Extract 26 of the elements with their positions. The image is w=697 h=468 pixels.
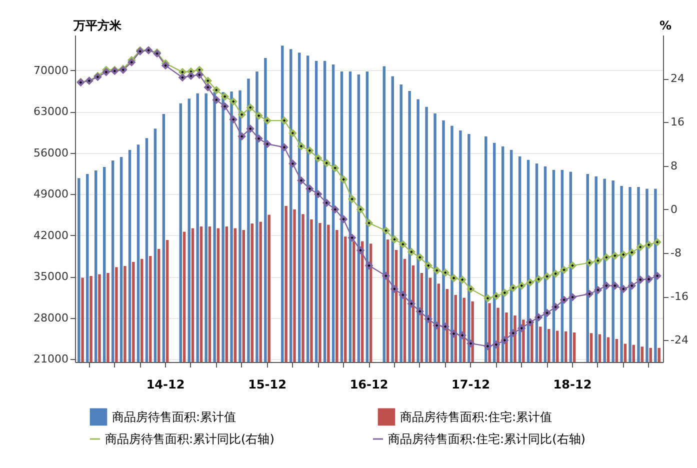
y2-axis-title: % [659,18,672,32]
legend-label: 商品房待售面积:累计值 [112,410,236,424]
y2-tick-label: -24 [670,334,688,347]
legend-label: 商品房待售面积:住宅:累计同比(右轴) [388,432,586,446]
y-tick-label: 70000 [34,64,68,77]
y-tick-label: 21000 [34,352,68,366]
legend-label: 商品房待售面积:住宅:累计值 [400,410,552,424]
legend-label: 商品房待售面积:累计同比(右轴) [105,432,274,446]
y-tick-label: 35000 [34,270,68,284]
x-tick-label: 17-12 [452,378,490,392]
y-tick-label: 42000 [34,228,68,242]
y2-tick-label: -8 [670,246,682,260]
y2-tick-label: 0 [670,202,678,216]
y-axis-title: 万平方米 [72,18,122,32]
y2-tick-label: 16 [670,116,684,129]
y-tick-label: 49000 [34,188,68,201]
x-tick-label: 14-12 [146,378,185,392]
y-tick-label: 56000 [34,146,68,160]
y2-tick-label: 24 [670,72,684,86]
y2-tick-label: 8 [670,159,678,172]
y2-tick-label: -16 [670,290,688,304]
y-tick-label: 63000 [34,105,68,118]
x-tick-label: 15-12 [248,378,286,392]
y-tick-label: 28000 [34,311,68,324]
x-tick-label: 18-12 [553,378,592,392]
x-tick-label: 16-12 [350,378,388,392]
